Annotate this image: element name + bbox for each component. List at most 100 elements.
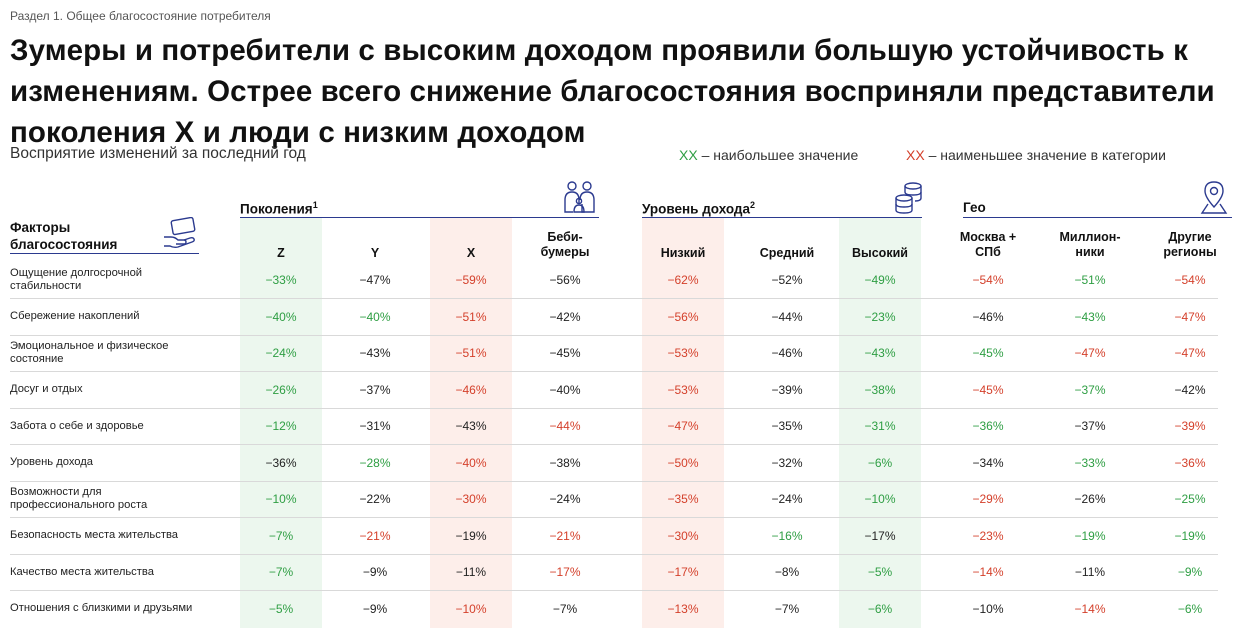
value-cell: −52%: [771, 273, 803, 287]
value-cell: −11%: [1074, 565, 1106, 579]
value-cell: −47%: [1174, 309, 1206, 324]
value-cell: −40%: [359, 309, 391, 324]
row-label: Досуг и отдых: [10, 383, 83, 395]
column-header: Y: [370, 246, 380, 260]
value-cell: −19%: [1174, 528, 1206, 543]
value-cell: −6%: [867, 455, 893, 470]
table-row: Эмоциональное и физическое состояние −24%…: [10, 335, 1218, 372]
section-label: Раздел 1. Общее благосостояние потребите…: [10, 9, 271, 23]
table-row: Отношения с близкими и друзьями −5% −9% −10…: [10, 591, 1218, 627]
value-cell: −40%: [549, 382, 581, 397]
row-label: Возможности для профессионального роста: [10, 486, 148, 511]
legend-min: XX – наименьшее значение в категории: [906, 147, 1166, 163]
group-generations: Поколения1: [240, 200, 318, 217]
value-cell: −12%: [265, 419, 297, 433]
row-label: Сбережение накоплений: [10, 310, 140, 322]
row-label: Эмоциональное и физическое состояние: [10, 340, 169, 365]
value-cell: −37%: [1074, 419, 1106, 433]
column-header: Другие регионы: [1163, 230, 1217, 259]
value-cell: −7%: [268, 565, 294, 579]
value-cell: −40%: [265, 309, 297, 324]
value-cell: −9%: [362, 565, 388, 579]
value-cell: −23%: [972, 528, 1004, 543]
band-z: [240, 218, 322, 628]
value-cell: −31%: [864, 419, 896, 433]
value-cell: −36%: [1174, 455, 1206, 470]
column-header: Высокий: [852, 246, 908, 260]
value-cell: −23%: [864, 309, 896, 324]
factors-header: Факторы благосостояния: [10, 220, 118, 252]
value-cell: −9%: [362, 601, 388, 616]
value-cell: −10%: [265, 492, 297, 506]
value-cell: −19%: [1074, 528, 1106, 543]
value-cell: −34%: [972, 455, 1004, 470]
value-cell: −29%: [972, 492, 1004, 506]
value-cell: −56%: [549, 273, 581, 287]
value-cell: −43%: [455, 419, 487, 433]
value-cell: −46%: [771, 346, 803, 360]
value-cell: −56%: [667, 309, 699, 324]
value-cell: −10%: [864, 492, 896, 506]
factors-header-line: [10, 253, 199, 254]
legend-max: XX – наибольшее значение: [679, 147, 858, 163]
row-label: Отношения с близкими и друзьями: [10, 602, 193, 614]
value-cell: −33%: [265, 273, 297, 287]
value-cell: −17%: [864, 528, 896, 543]
value-cell: −21%: [549, 528, 581, 543]
value-cell: −30%: [455, 492, 487, 506]
table-row: Забота о себе и здоровье −12% −31% −43% −44%…: [10, 408, 1218, 445]
coins-icon: [895, 182, 922, 214]
row-label: Безопасность места жительства: [10, 529, 179, 541]
family-icon: [564, 181, 595, 213]
hand-card-icon: [164, 217, 196, 249]
value-cell: −19%: [455, 528, 487, 543]
value-cell: −51%: [455, 346, 487, 360]
legend-max-marker: XX: [679, 147, 698, 163]
legend-max-text: – наибольшее значение: [697, 147, 859, 163]
value-cell: −59%: [455, 273, 487, 287]
value-cell: −26%: [265, 382, 297, 397]
value-cell: −54%: [972, 273, 1004, 287]
value-cell: −24%: [549, 492, 581, 506]
value-cell: −45%: [972, 382, 1004, 397]
column-header: X: [466, 246, 476, 260]
group-geo-line: [963, 217, 1232, 218]
value-cell: −10%: [972, 601, 1004, 616]
value-cell: −50%: [667, 455, 699, 470]
value-cell: −14%: [1074, 601, 1106, 616]
column-header: Беби- бумеры: [540, 230, 590, 259]
band-x: [430, 218, 512, 628]
location-pin-icon: [1200, 181, 1228, 214]
value-cell: −24%: [265, 346, 297, 360]
band-low-income: [642, 218, 724, 628]
group-generations-line: [240, 217, 599, 218]
table-row: Безопасность места жительства −7% −21% −19%…: [10, 518, 1218, 555]
value-cell: −36%: [972, 419, 1004, 433]
value-cell: −13%: [667, 601, 699, 616]
value-cell: −35%: [771, 419, 803, 433]
value-cell: −42%: [1174, 382, 1206, 397]
value-cell: −44%: [549, 419, 581, 433]
column-header: Москва + СПб: [959, 230, 1017, 259]
table-row: Уровень дохода −36% −28% −40% −38% −50% −32% −6…: [10, 445, 1218, 482]
value-cell: −9%: [1177, 565, 1203, 579]
value-cell: −45%: [972, 346, 1004, 360]
value-cell: −25%: [1174, 492, 1206, 506]
column-header: Средний: [759, 246, 815, 260]
value-cell: −8%: [774, 565, 800, 579]
value-cell: −47%: [667, 419, 699, 433]
value-cell: −7%: [268, 528, 294, 543]
value-cell: −45%: [549, 346, 581, 360]
value-cell: −26%: [1074, 492, 1106, 506]
value-cell: −33%: [1074, 455, 1106, 470]
value-cell: −31%: [359, 419, 391, 433]
value-cell: −17%: [549, 565, 581, 579]
group-income-line: [642, 217, 922, 218]
value-cell: −7%: [552, 601, 578, 616]
value-cell: −39%: [1174, 419, 1206, 433]
column-header: Низкий: [660, 246, 706, 260]
value-cell: −6%: [867, 601, 893, 616]
value-cell: −46%: [972, 309, 1004, 324]
value-cell: −43%: [359, 346, 391, 360]
value-cell: −47%: [359, 273, 391, 287]
